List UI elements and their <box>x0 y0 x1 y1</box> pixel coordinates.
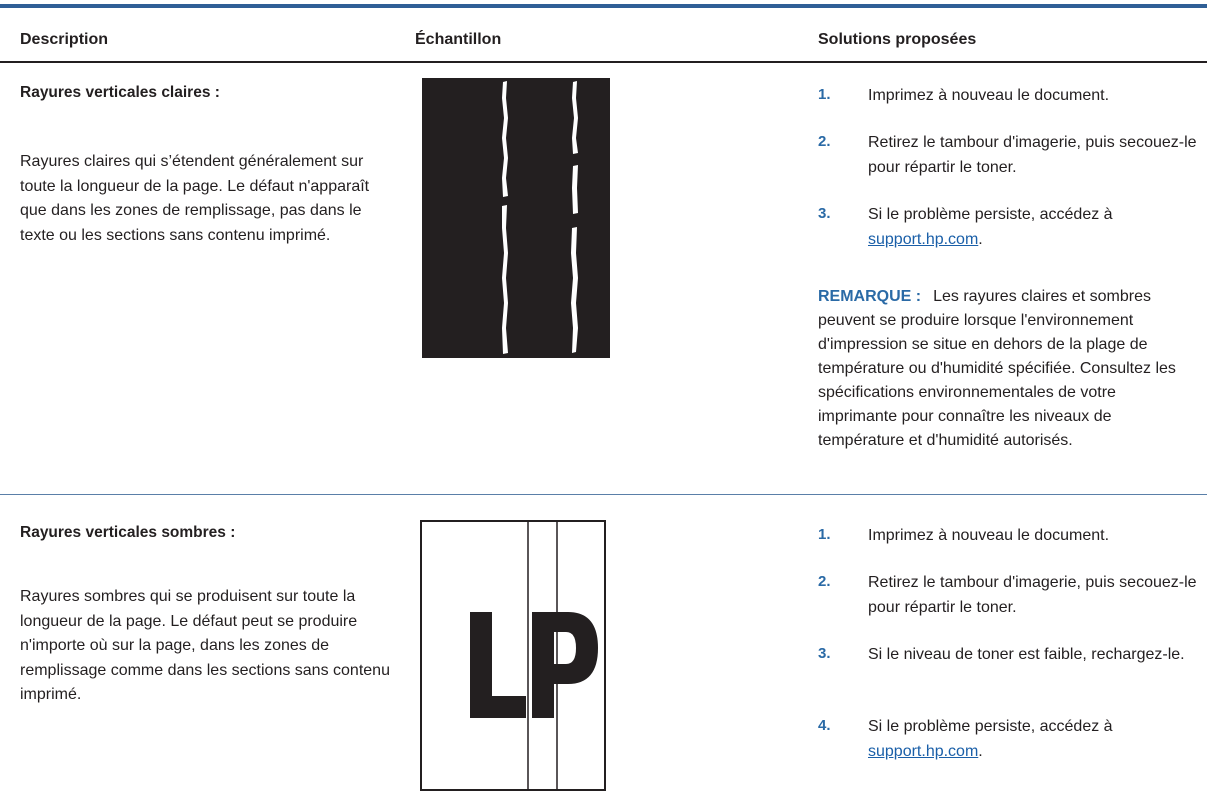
sample-image <box>420 520 606 791</box>
header-rule <box>0 61 1207 63</box>
step-number: 2. <box>818 573 831 590</box>
note: REMARQUE : Les rayures claires et sombres… <box>818 285 1198 453</box>
step-text: Retirez le tambour d'imagerie, puis seco… <box>868 571 1198 620</box>
step-number: 2. <box>818 133 831 150</box>
step-text: Retirez le tambour d'imagerie, puis seco… <box>868 134 1197 176</box>
step-text: Retirez le tambour d'imagerie, puis seco… <box>868 574 1197 616</box>
punctuation: . <box>978 230 983 248</box>
note-text: Les rayures claires et sombres peuvent s… <box>818 288 1176 449</box>
top-bar <box>0 4 1207 8</box>
row-rule <box>0 494 1207 495</box>
step-text: Retirez le tambour d'imagerie, puis seco… <box>868 131 1198 180</box>
punctuation: . <box>978 742 983 760</box>
step-text: Imprimez à nouveau le document. <box>868 84 1198 109</box>
row-description: Rayures sombres qui se produisent sur to… <box>20 588 390 703</box>
column-header: Description <box>20 31 109 48</box>
row-title: Rayures verticales sombres : <box>20 524 236 541</box>
support-link[interactable]: support.hp.com <box>868 230 979 248</box>
step-number: 1. <box>818 526 831 543</box>
step-text: Si le problème persiste, accédez à <box>868 206 1113 223</box>
step-text: Si le problème persiste, accédez à suppor… <box>868 203 1198 252</box>
step-number: 1. <box>818 86 831 103</box>
step-text: Si le problème persiste, accédez à <box>868 718 1113 735</box>
support-link[interactable]: support.hp.com <box>868 742 979 760</box>
column-header: Solutions proposées <box>818 31 977 48</box>
step-text: Imprimez à nouveau le document. <box>868 527 1110 544</box>
step-text: Imprimez à nouveau le document. <box>868 87 1110 104</box>
step-text: Si le niveau de toner est faible, rechar… <box>868 643 1198 668</box>
step-number: 4. <box>818 717 831 734</box>
note-label: REMARQUE : <box>818 288 922 305</box>
row-description: Rayures claires qui s’étendent généralem… <box>20 153 370 244</box>
column-header: Échantillon <box>415 31 502 48</box>
row-title: Rayures verticales claires : <box>20 84 220 101</box>
step-text: Si le problème persiste, accédez à suppor… <box>868 715 1198 764</box>
step-number: 3. <box>818 205 831 222</box>
step-number: 3. <box>818 645 831 662</box>
sample-image <box>422 78 610 358</box>
step-text: Imprimez à nouveau le document. <box>868 524 1198 549</box>
step-text: Si le niveau de toner est faible, rechar… <box>868 646 1185 663</box>
